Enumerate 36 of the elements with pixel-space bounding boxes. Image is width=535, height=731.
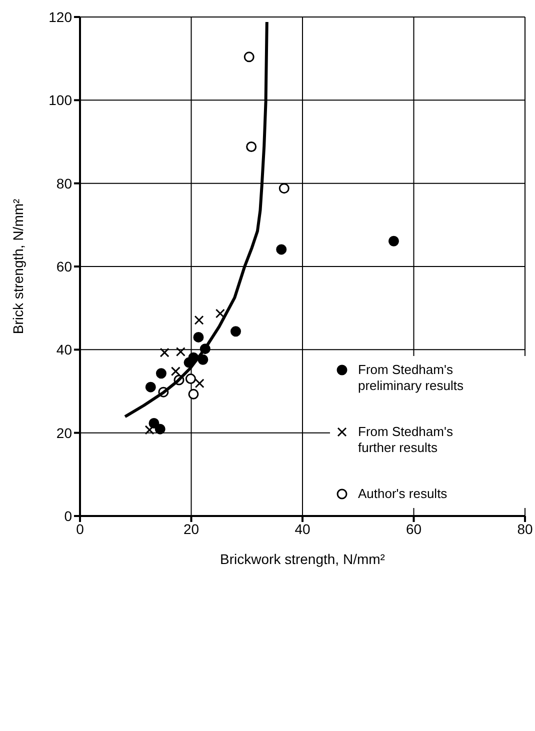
point xyxy=(388,236,399,246)
point xyxy=(160,348,170,358)
point xyxy=(193,332,204,342)
point xyxy=(246,141,257,152)
point xyxy=(176,346,186,356)
point xyxy=(144,425,154,435)
point xyxy=(185,374,196,384)
point xyxy=(188,388,199,400)
point xyxy=(244,52,254,62)
legend-label: From Stedham's further results xyxy=(358,424,454,456)
legend-label: From Stedham's preliminary results xyxy=(358,362,464,394)
point xyxy=(278,183,290,194)
y-tick-label: 20 xyxy=(56,424,72,441)
point xyxy=(145,382,156,392)
y-tick-label: 0 xyxy=(64,508,72,524)
point xyxy=(170,366,180,376)
point xyxy=(194,315,204,325)
point xyxy=(215,308,225,318)
y-tick-label: 80 xyxy=(56,175,72,192)
legend-label: Author's results xyxy=(358,486,448,502)
point xyxy=(156,368,166,379)
x-tick-label: 40 xyxy=(294,520,310,537)
x-tick-label: 0 xyxy=(76,520,84,537)
y-tick-label: 120 xyxy=(48,8,72,25)
point xyxy=(194,378,204,388)
x-tick-label: 80 xyxy=(517,520,533,537)
point xyxy=(154,424,166,434)
point xyxy=(230,326,241,337)
x-axis-title: Brickwork strength, N/mm² xyxy=(220,551,386,567)
y-axis-title: Brick strength, N/mm² xyxy=(10,198,26,334)
y-tick-label: 40 xyxy=(56,342,72,358)
x-tick-label: 60 xyxy=(406,520,422,537)
point xyxy=(276,244,287,255)
y-tick-label: 100 xyxy=(48,92,72,108)
x-tick-label: 20 xyxy=(183,520,200,537)
y-tick-label: 60 xyxy=(56,258,72,274)
